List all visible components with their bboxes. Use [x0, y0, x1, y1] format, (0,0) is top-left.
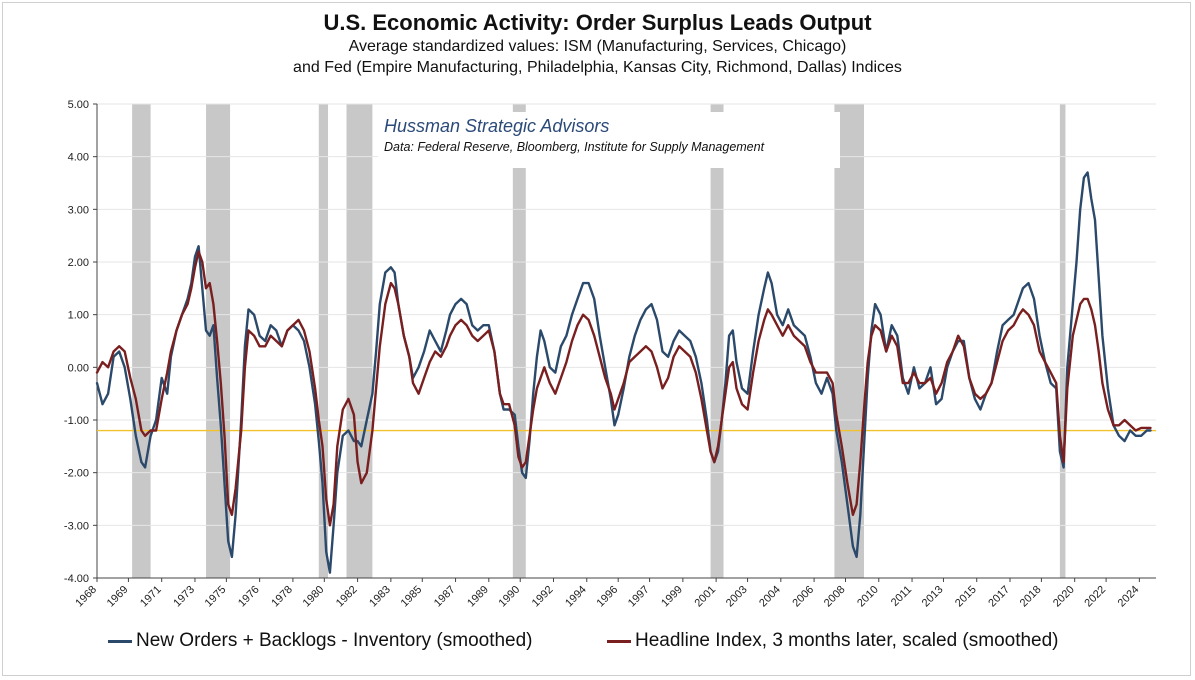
- y-tick-label-5: 0.00: [68, 362, 89, 374]
- recession-band-7: [1059, 104, 1066, 578]
- recession-band-2: [318, 104, 329, 578]
- x-tick-label-12: 1989: [465, 584, 491, 610]
- y-tick-label-9: -4.00: [64, 573, 89, 585]
- recession-band-3: [346, 104, 373, 578]
- y-tick-label-0: 5.00: [68, 99, 89, 111]
- x-tick-label-9: 1983: [367, 584, 393, 610]
- legend-item-headline-index: Headline Index, 3 months later, scaled (…: [607, 630, 1059, 652]
- legend-swatch-headline-index: [607, 639, 631, 643]
- x-tick-label-0: 1968: [73, 584, 99, 610]
- y-tick-label-8: -3.00: [64, 520, 89, 532]
- x-tick-label-27: 2015: [953, 584, 979, 610]
- x-tick-label-8: 1982: [334, 584, 360, 610]
- legend-swatch-new-orders: [108, 639, 132, 643]
- y-tick-label-2: 3.00: [68, 204, 89, 216]
- legend-label-headline-index: Headline Index, 3 months later, scaled (…: [635, 630, 1059, 651]
- chart-subtitle-line-2: and Fed (Empire Manufacturing, Philadelp…: [293, 59, 902, 76]
- legend-item-new-orders: New Orders + Backlogs - Inventory (smoot…: [108, 630, 533, 652]
- legend-label-new-orders: New Orders + Backlogs - Inventory (smoot…: [136, 630, 533, 651]
- x-tick-label-16: 1996: [595, 584, 621, 610]
- y-tick-label-4: 1.00: [68, 310, 89, 322]
- x-tick-labels: 1968 1969 1971 1973 1975 1976 1978 1980 1982 1983…: [73, 584, 1141, 610]
- chart-subtitle-line-1: Average standardized values: ISM (Manufa…: [348, 38, 847, 55]
- y-tick-label-3: 2.00: [68, 257, 89, 269]
- x-tick-label-13: 1990: [497, 584, 523, 610]
- x-tick-label-29: 2018: [1018, 584, 1044, 610]
- x-tick-label-18: 1999: [659, 584, 685, 610]
- x-tick-label-15: 1994: [563, 584, 589, 610]
- x-tick-label-31: 2022: [1082, 584, 1108, 610]
- x-tick-label-3: 1973: [171, 584, 197, 610]
- legend: New Orders + Backlogs - Inventory (smoot…: [0, 630, 1195, 660]
- series-line-0: [95, 171, 1152, 574]
- x-tick-label-28: 2017: [986, 584, 1012, 610]
- x-tick-label-7: 1980: [301, 584, 327, 610]
- x-tick-label-32: 2024: [1116, 584, 1142, 610]
- x-tick-label-11: 1987: [432, 584, 458, 610]
- x-tick-label-5: 1976: [236, 584, 262, 610]
- recession-band-4: [512, 104, 526, 578]
- x-tick-label-22: 2006: [790, 584, 816, 610]
- x-tick-label-25: 2011: [889, 584, 914, 609]
- series-line-1: [95, 250, 1152, 527]
- x-tick-label-21: 2004: [757, 584, 783, 610]
- x-tick-label-20: 2003: [724, 584, 750, 610]
- y-tick-label-6: -1.00: [64, 415, 89, 427]
- annotation-source: Data: Federal Reserve, Bloomberg, Instit…: [384, 140, 765, 154]
- series-lines: [95, 171, 1152, 574]
- x-tick-label-2: 1971: [138, 584, 164, 610]
- x-tick-label-17: 1997: [626, 584, 652, 610]
- recession-band-0: [132, 104, 151, 578]
- x-tick-label-6: 1978: [269, 584, 295, 610]
- x-tick-label-4: 1975: [203, 584, 229, 610]
- title-block: U.S. Economic Activity: Order Surplus Le…: [0, 10, 1195, 78]
- recession-bands: [132, 104, 1066, 578]
- annotation-name: Hussman Strategic Advisors: [384, 116, 610, 136]
- annotation-box: Hussman Strategic Advisors Data: Federal…: [378, 112, 840, 168]
- recession-band-5: [710, 104, 724, 578]
- chart-title: U.S. Economic Activity: Order Surplus Le…: [323, 10, 872, 35]
- x-tick-label-1: 1969: [105, 584, 131, 610]
- axes: [93, 103, 1156, 582]
- x-tick-label-24: 2010: [855, 584, 881, 610]
- x-tick-label-23: 2008: [822, 584, 848, 610]
- y-tick-label-7: -2.00: [64, 468, 89, 480]
- x-tick-label-26: 2013: [920, 584, 946, 610]
- x-tick-label-30: 2020: [1051, 584, 1077, 610]
- y-tick-labels: 5.00 4.00 3.00 2.00 1.00 0.00 -1.00 -2.00 -3.00 -…: [64, 99, 89, 585]
- x-tick-label-14: 1992: [530, 584, 556, 610]
- y-tick-label-1: 4.00: [68, 152, 89, 164]
- x-tick-label-19: 2001: [692, 584, 718, 610]
- x-tick-label-10: 1985: [399, 584, 425, 610]
